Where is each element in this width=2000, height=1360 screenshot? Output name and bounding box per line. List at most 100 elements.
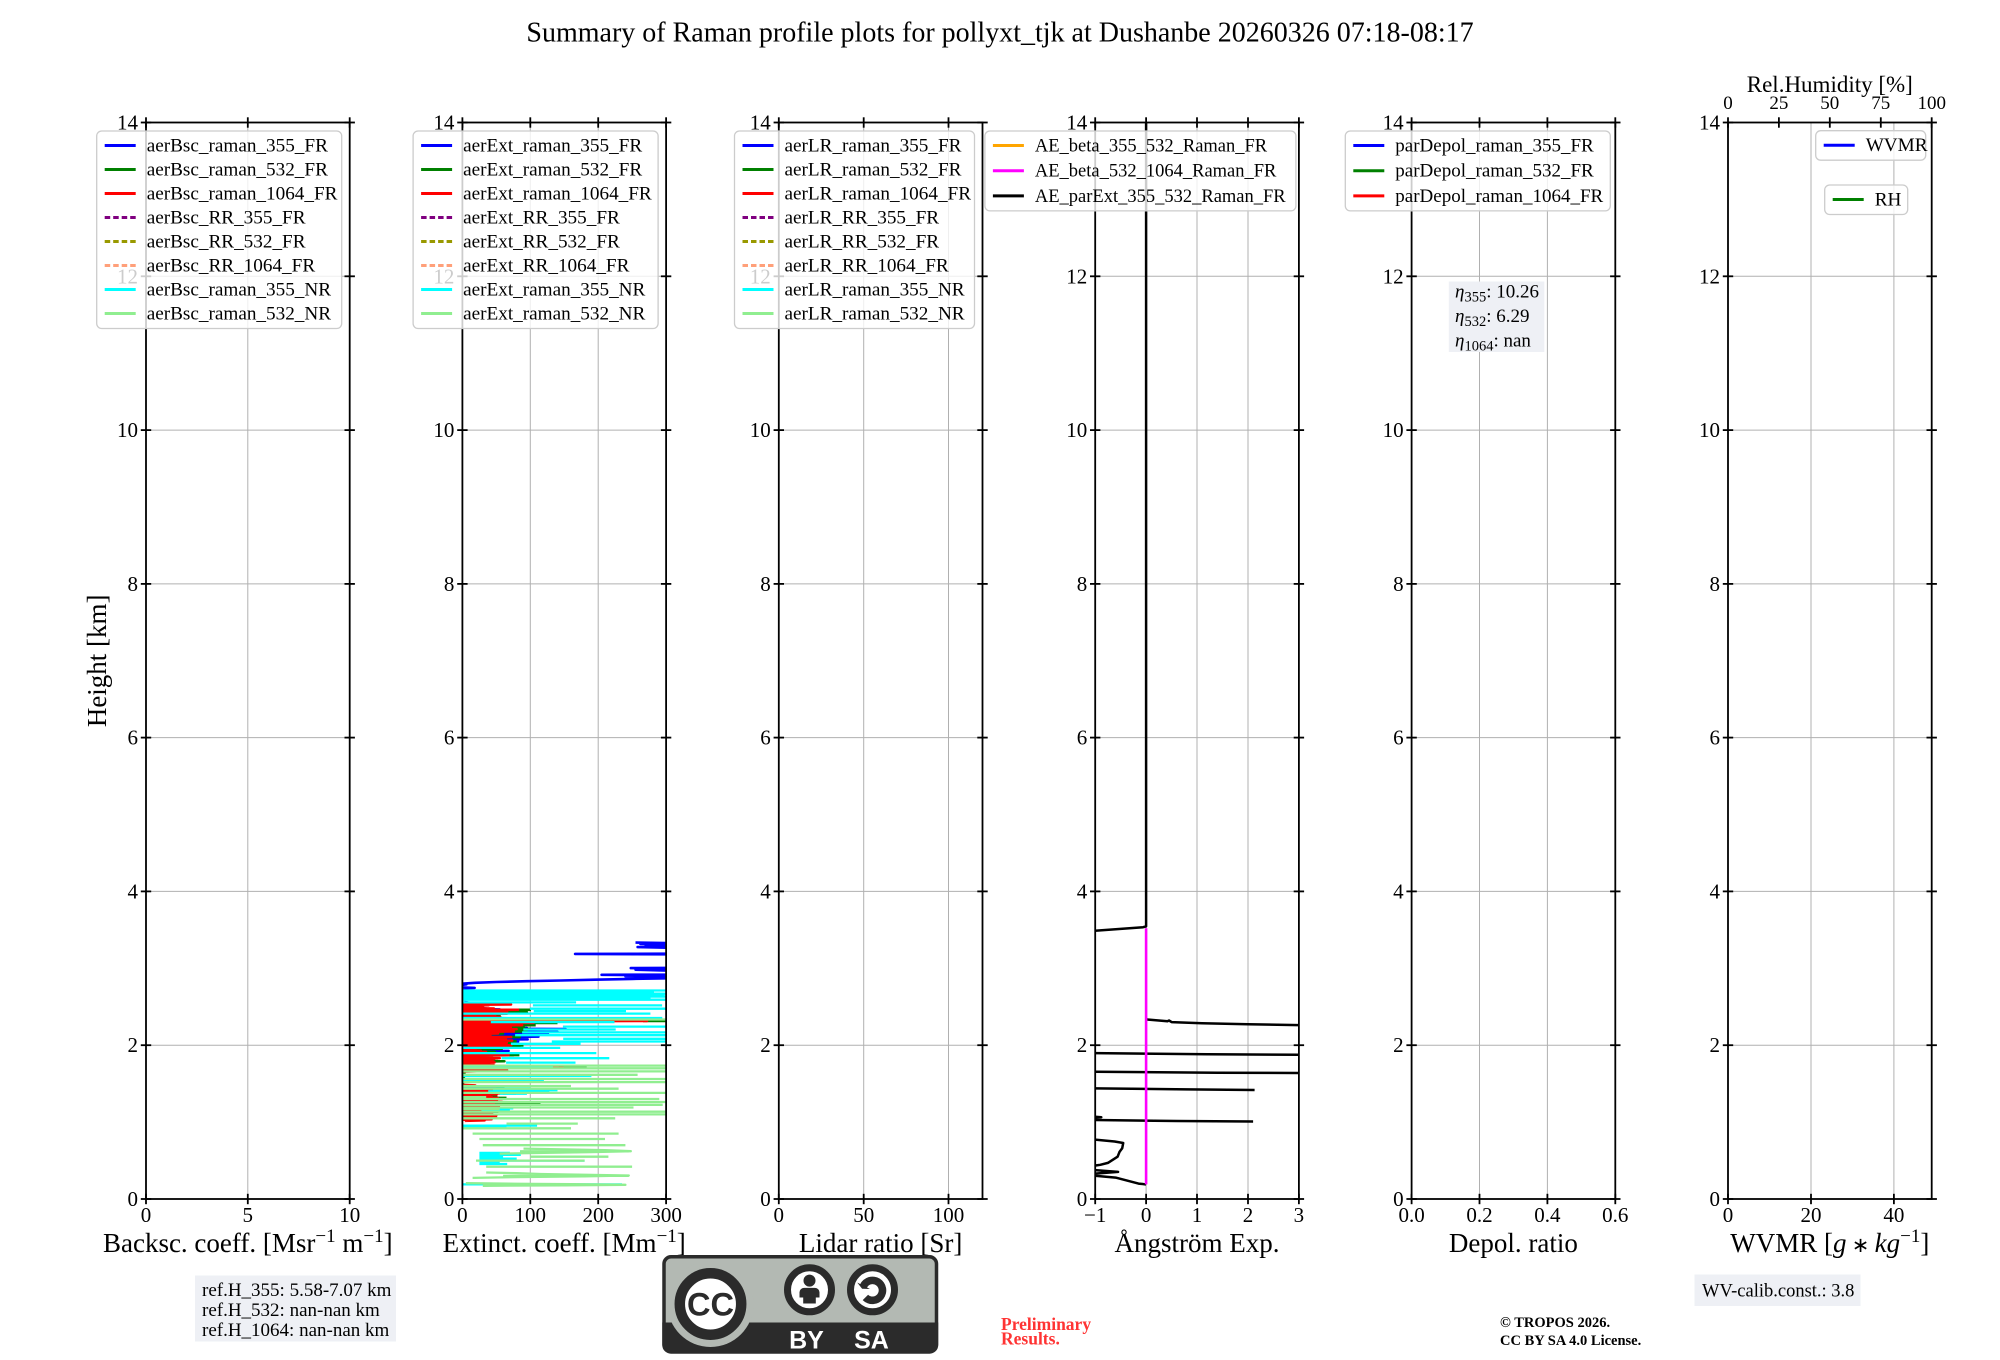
svg-text:0: 0 bbox=[1710, 1187, 1721, 1211]
svg-text:10: 10 bbox=[1383, 418, 1404, 442]
svg-text:aerBsc_RR_532_FR: aerBsc_RR_532_FR bbox=[147, 232, 306, 253]
svg-text:0: 0 bbox=[1077, 1187, 1088, 1211]
svg-text:2: 2 bbox=[1393, 1033, 1404, 1057]
svg-text:ref.H_1064: nan-nan km: ref.H_1064: nan-nan km bbox=[202, 1320, 390, 1341]
svg-text:Ångström Exp.: Ångström Exp. bbox=[1115, 1228, 1280, 1258]
svg-text:4: 4 bbox=[444, 879, 455, 903]
svg-text:4: 4 bbox=[760, 879, 771, 903]
svg-text:aerExt_raman_355_NR: aerExt_raman_355_NR bbox=[463, 280, 645, 301]
svg-text:8: 8 bbox=[444, 572, 455, 596]
svg-text:parDepol_raman_532_FR: parDepol_raman_532_FR bbox=[1395, 161, 1594, 182]
svg-text:0: 0 bbox=[760, 1187, 771, 1211]
svg-text:ref.H_355: 5.58-7.07 km: ref.H_355: 5.58-7.07 km bbox=[202, 1280, 392, 1301]
svg-text:8: 8 bbox=[1710, 572, 1721, 596]
svg-text:100: 100 bbox=[933, 1203, 965, 1227]
svg-text:4: 4 bbox=[1393, 879, 1404, 903]
svg-text:Lidar ratio [Sr]: Lidar ratio [Sr] bbox=[799, 1228, 962, 1258]
svg-text:0: 0 bbox=[1723, 1203, 1734, 1227]
svg-text:aerBsc_raman_355_NR: aerBsc_raman_355_NR bbox=[147, 280, 332, 301]
svg-text:BY: BY bbox=[789, 1327, 824, 1355]
svg-text:2: 2 bbox=[1710, 1033, 1721, 1057]
svg-text:14: 14 bbox=[750, 111, 772, 135]
svg-text:AE_beta_355_532_Raman_FR: AE_beta_355_532_Raman_FR bbox=[1035, 137, 1268, 157]
svg-text:0.0: 0.0 bbox=[1398, 1203, 1424, 1227]
svg-text:8: 8 bbox=[1077, 572, 1088, 596]
svg-text:aerLR_raman_1064_FR: aerLR_raman_1064_FR bbox=[785, 184, 972, 205]
svg-text:100: 100 bbox=[515, 1203, 547, 1227]
svg-text:Rel.Humidity [%]: Rel.Humidity [%] bbox=[1747, 72, 1913, 97]
svg-text:aerBsc_raman_532_NR: aerBsc_raman_532_NR bbox=[147, 304, 332, 325]
svg-text:8: 8 bbox=[760, 572, 771, 596]
svg-text:0: 0 bbox=[1723, 93, 1733, 114]
svg-text:Preliminary: Preliminary bbox=[1001, 1314, 1091, 1334]
svg-text:aerExt_raman_355_FR: aerExt_raman_355_FR bbox=[463, 136, 642, 157]
svg-text:CC BY SA 4.0 License.: CC BY SA 4.0 License. bbox=[1500, 1333, 1641, 1349]
svg-text:2: 2 bbox=[128, 1033, 139, 1057]
svg-text:RH: RH bbox=[1875, 190, 1902, 211]
svg-text:10: 10 bbox=[433, 418, 454, 442]
svg-text:14: 14 bbox=[433, 111, 455, 135]
svg-text:aerLR_RR_1064_FR: aerLR_RR_1064_FR bbox=[785, 256, 949, 277]
svg-text:aerExt_raman_532_FR: aerExt_raman_532_FR bbox=[463, 160, 642, 181]
svg-text:Backsc. coeff. [Msr−1 m−1]: Backsc. coeff. [Msr−1 m−1] bbox=[103, 1226, 393, 1259]
svg-text:CC: CC bbox=[687, 1287, 734, 1323]
svg-text:0.4: 0.4 bbox=[1534, 1203, 1561, 1227]
svg-text:14: 14 bbox=[1699, 111, 1721, 135]
svg-text:6: 6 bbox=[1710, 726, 1721, 750]
svg-text:12: 12 bbox=[1383, 264, 1404, 288]
svg-text:0: 0 bbox=[774, 1203, 785, 1227]
svg-text:aerLR_raman_355_FR: aerLR_raman_355_FR bbox=[785, 136, 962, 157]
svg-text:0: 0 bbox=[1141, 1203, 1152, 1227]
svg-text:0: 0 bbox=[1393, 1187, 1404, 1211]
svg-text:6: 6 bbox=[444, 726, 455, 750]
svg-text:Summary of Raman profile plots: Summary of Raman profile plots for polly… bbox=[526, 18, 1473, 49]
svg-text:aerBsc_raman_532_FR: aerBsc_raman_532_FR bbox=[147, 160, 328, 181]
svg-text:300: 300 bbox=[650, 1203, 682, 1227]
svg-text:10: 10 bbox=[117, 418, 138, 442]
svg-text:aerExt_raman_1064_FR: aerExt_raman_1064_FR bbox=[463, 184, 652, 205]
svg-text:aerExt_RR_532_FR: aerExt_RR_532_FR bbox=[463, 232, 620, 253]
svg-text:100: 100 bbox=[1917, 93, 1946, 114]
svg-text:0: 0 bbox=[128, 1187, 139, 1211]
svg-text:8: 8 bbox=[1393, 572, 1404, 596]
svg-text:aerBsc_RR_1064_FR: aerBsc_RR_1064_FR bbox=[147, 256, 316, 277]
svg-text:aerLR_raman_532_NR: aerLR_raman_532_NR bbox=[785, 304, 965, 325]
svg-text:10: 10 bbox=[1066, 418, 1087, 442]
svg-text:3: 3 bbox=[1294, 1203, 1305, 1227]
svg-text:6: 6 bbox=[1077, 726, 1088, 750]
svg-text:10: 10 bbox=[339, 1203, 360, 1227]
svg-text:10: 10 bbox=[750, 418, 771, 442]
svg-text:aerBsc_raman_355_FR: aerBsc_raman_355_FR bbox=[147, 136, 328, 157]
svg-text:4: 4 bbox=[1077, 879, 1088, 903]
svg-text:AE_parExt_355_532_Raman_FR: AE_parExt_355_532_Raman_FR bbox=[1035, 187, 1286, 207]
svg-text:Extinct. coeff. [Mm−1]: Extinct. coeff. [Mm−1] bbox=[443, 1226, 686, 1259]
svg-text:WVMR [g ∗ kg−1]: WVMR [g ∗ kg−1] bbox=[1730, 1226, 1929, 1259]
svg-text:200: 200 bbox=[582, 1203, 614, 1227]
svg-text:aerLR_RR_532_FR: aerLR_RR_532_FR bbox=[785, 232, 940, 253]
svg-text:2: 2 bbox=[1243, 1203, 1254, 1227]
svg-text:1: 1 bbox=[1192, 1203, 1203, 1227]
svg-text:parDepol_raman_355_FR: parDepol_raman_355_FR bbox=[1395, 136, 1594, 157]
svg-text:aerExt_RR_355_FR: aerExt_RR_355_FR bbox=[463, 208, 620, 229]
svg-text:2: 2 bbox=[760, 1033, 771, 1057]
svg-text:10: 10 bbox=[1699, 418, 1720, 442]
svg-text:WV-calib.const.: 3.8: WV-calib.const.: 3.8 bbox=[1702, 1282, 1854, 1302]
svg-text:6: 6 bbox=[1393, 726, 1404, 750]
svg-text:0: 0 bbox=[457, 1203, 468, 1227]
svg-text:40: 40 bbox=[1883, 1203, 1904, 1227]
svg-text:0.2: 0.2 bbox=[1466, 1203, 1492, 1227]
svg-text:−1: −1 bbox=[1084, 1203, 1106, 1227]
svg-text:parDepol_raman_1064_FR: parDepol_raman_1064_FR bbox=[1395, 186, 1603, 207]
svg-text:aerLR_raman_355_NR: aerLR_raman_355_NR bbox=[785, 280, 965, 301]
svg-text:6: 6 bbox=[760, 726, 771, 750]
svg-text:6: 6 bbox=[128, 726, 139, 750]
svg-text:ref.H_532: nan-nan km: ref.H_532: nan-nan km bbox=[202, 1300, 380, 1321]
svg-text:4: 4 bbox=[1710, 879, 1721, 903]
svg-text:© TROPOS 2026.: © TROPOS 2026. bbox=[1500, 1315, 1610, 1331]
svg-text:0: 0 bbox=[444, 1187, 455, 1211]
svg-text:aerExt_RR_1064_FR: aerExt_RR_1064_FR bbox=[463, 256, 629, 277]
svg-text:2: 2 bbox=[444, 1033, 455, 1057]
svg-text:aerBsc_RR_355_FR: aerBsc_RR_355_FR bbox=[147, 208, 306, 229]
svg-text:4: 4 bbox=[128, 879, 139, 903]
svg-text:SA: SA bbox=[854, 1327, 889, 1355]
